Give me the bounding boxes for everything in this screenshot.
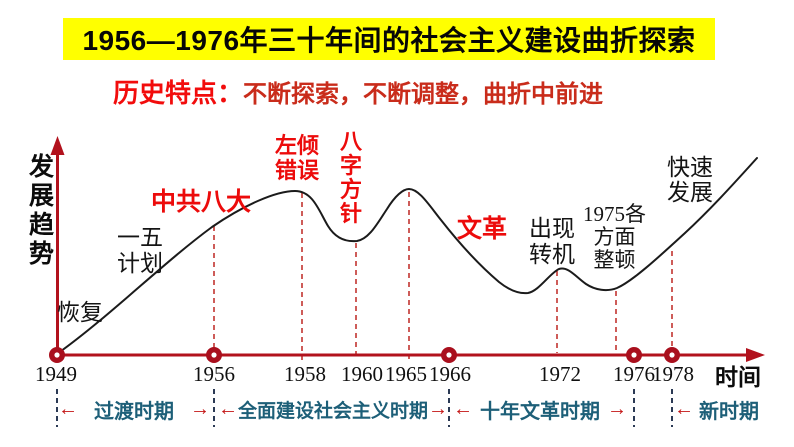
left-arrow-icon: ← (674, 398, 694, 420)
period-dividers (56, 389, 673, 427)
y-axis-label: 发 展 趋 势 (29, 154, 55, 268)
label-eight-char-policy: 八 字 方 针 (340, 129, 363, 226)
period-label: 十年文革时期 (480, 400, 600, 423)
tick-1976: 1976 (613, 362, 655, 386)
banner-title: 1956—1976年三十年间的社会主义建设曲折探索 (82, 25, 696, 56)
right-arrow-icon: → (607, 398, 627, 420)
label-recovery: 恢复 (57, 300, 103, 325)
tick-1949: 1949 (35, 362, 77, 386)
right-arrow-icon: → (428, 398, 449, 420)
axis-dots (49, 347, 680, 363)
period-socialist-construction: ← 全面建设社会主义时期 → (218, 397, 449, 422)
right-arrow-icon: → (190, 398, 210, 420)
x-axis-label: 时间 (715, 364, 761, 390)
period-label: 新时期 (699, 400, 759, 423)
period-transition: ← 过渡时期 → (58, 397, 210, 423)
tick-1960: 1960 (341, 362, 383, 386)
label-rectification-1975: 1975各 方面 整顿 (583, 202, 646, 272)
dot-1949-center (54, 352, 60, 358)
left-arrow-icon: ← (453, 398, 473, 420)
period-label: 全面建设社会主义时期 (238, 400, 429, 422)
tick-1956: 1956 (193, 362, 235, 386)
subtitle: 历史特点： 不断探索，不断调整，曲折中前进 (113, 74, 603, 108)
tick-1972: 1972 (539, 362, 581, 386)
tick-1978: 1978 (652, 362, 694, 386)
period-new-era: ← 新时期 (674, 397, 769, 423)
period-label: 过渡时期 (94, 400, 174, 423)
left-arrow-icon: ← (58, 398, 78, 420)
x-axis-arrow-icon (746, 348, 765, 362)
left-arrow-icon: ← (218, 398, 238, 420)
y-axis-arrow-icon (50, 136, 65, 155)
label-first-five-year-plan: 一五 计划 (117, 225, 163, 276)
dot-1966-center (446, 352, 452, 358)
tick-1965: 1965 (385, 362, 427, 386)
label-cultural-revolution: 文革 (457, 215, 508, 243)
banner: 1956—1976年三十年间的社会主义建设曲折探索 (63, 18, 715, 60)
subtitle-label: 历史特点： (113, 77, 244, 108)
tick-1958: 1958 (284, 362, 326, 386)
period-cultural-revolution: ← 十年文革时期 → (453, 397, 627, 423)
dot-1978-center (669, 352, 675, 358)
label-turning-point: 出现 转机 (529, 216, 575, 267)
label-leftist-errors: 左倾 错误 (275, 133, 320, 183)
red-dashed-guides (213, 192, 673, 360)
dot-1976-center (631, 352, 637, 358)
dot-1956-center (211, 352, 217, 358)
label-rapid-development: 快速 发展 (667, 155, 713, 205)
subtitle-text: 不断探索，不断调整，曲折中前进 (243, 81, 604, 108)
trend-curve (56, 157, 758, 355)
tick-1966: 1966 (429, 362, 471, 386)
label-cpc-8th-congress: 中共八大 (151, 188, 252, 216)
